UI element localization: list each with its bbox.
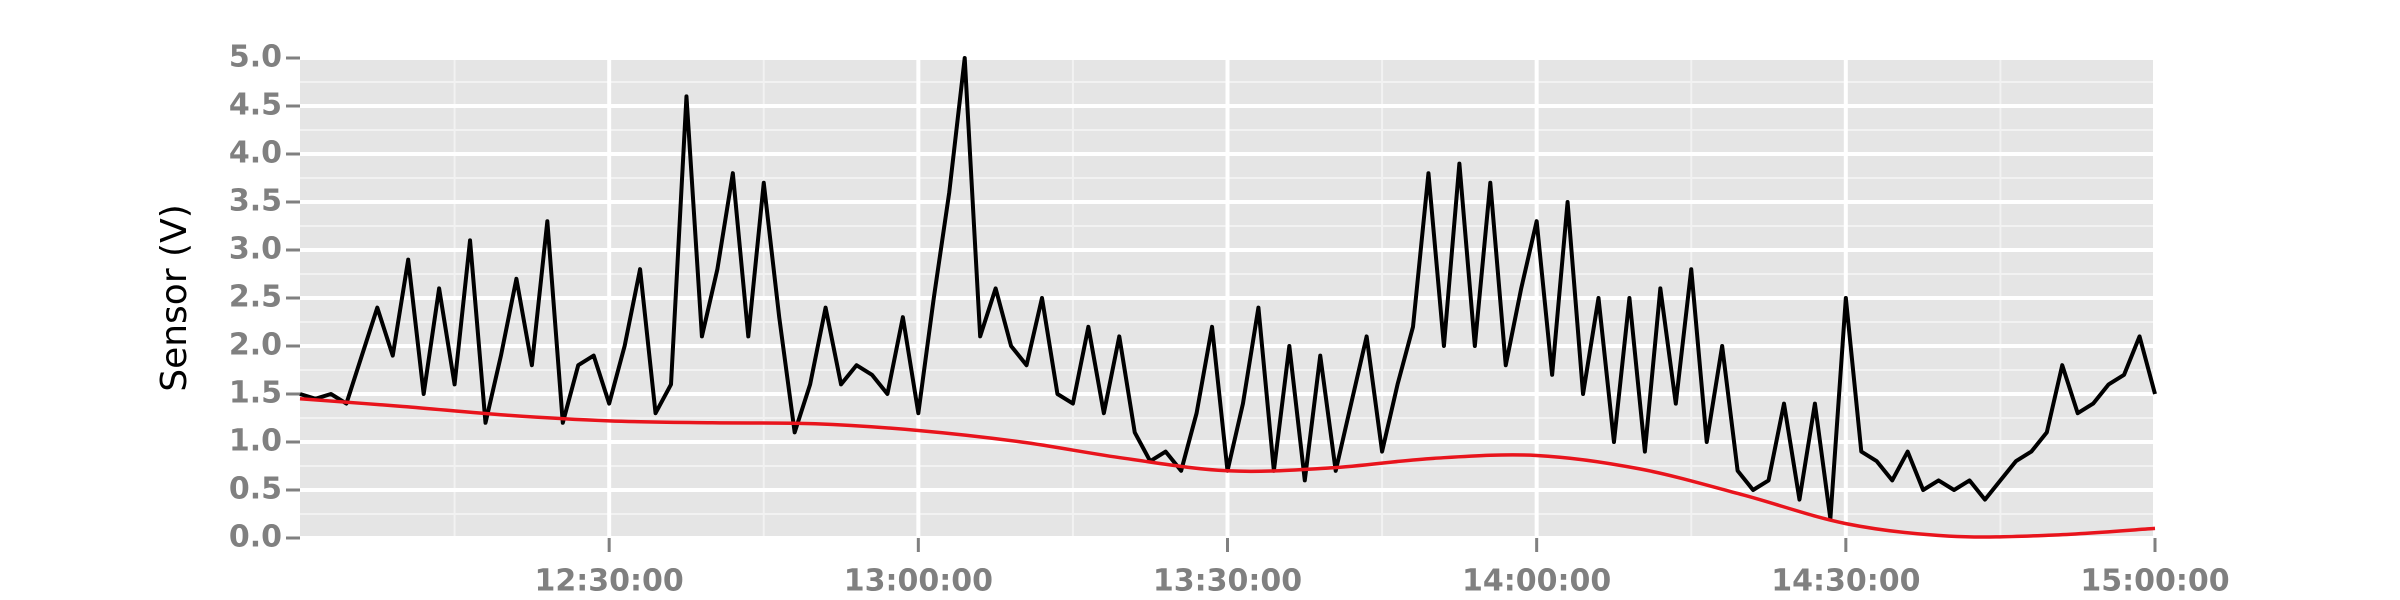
- x-tick-label: 14:00:00: [1462, 564, 1611, 599]
- y-tick-label: 3.0: [229, 232, 282, 267]
- x-tick-label: 13:00:00: [844, 564, 993, 599]
- y-tick-label: 2.0: [229, 328, 282, 363]
- y-tick-label: 4.0: [229, 136, 282, 171]
- y-tick-label: 1.0: [229, 424, 282, 459]
- y-tick-label: 3.5: [229, 184, 282, 219]
- y-tick-label: 0.0: [229, 520, 282, 555]
- x-tick-label: 12:30:00: [535, 564, 684, 599]
- x-tick-label: 15:00:00: [2080, 564, 2229, 599]
- y-axis-label: Sensor (V): [154, 204, 195, 392]
- data-line: [299, 397, 2156, 539]
- x-tick-label: 14:30:00: [1771, 564, 1920, 599]
- y-tick-label: 2.5: [229, 280, 282, 315]
- y-tick-label: 0.5: [229, 472, 282, 507]
- y-tick-label: 1.5: [229, 376, 282, 411]
- y-tick-label: 4.5: [229, 88, 282, 123]
- x-tick-label: 13:30:00: [1153, 564, 1302, 599]
- y-tick-label: 5.0: [229, 40, 282, 75]
